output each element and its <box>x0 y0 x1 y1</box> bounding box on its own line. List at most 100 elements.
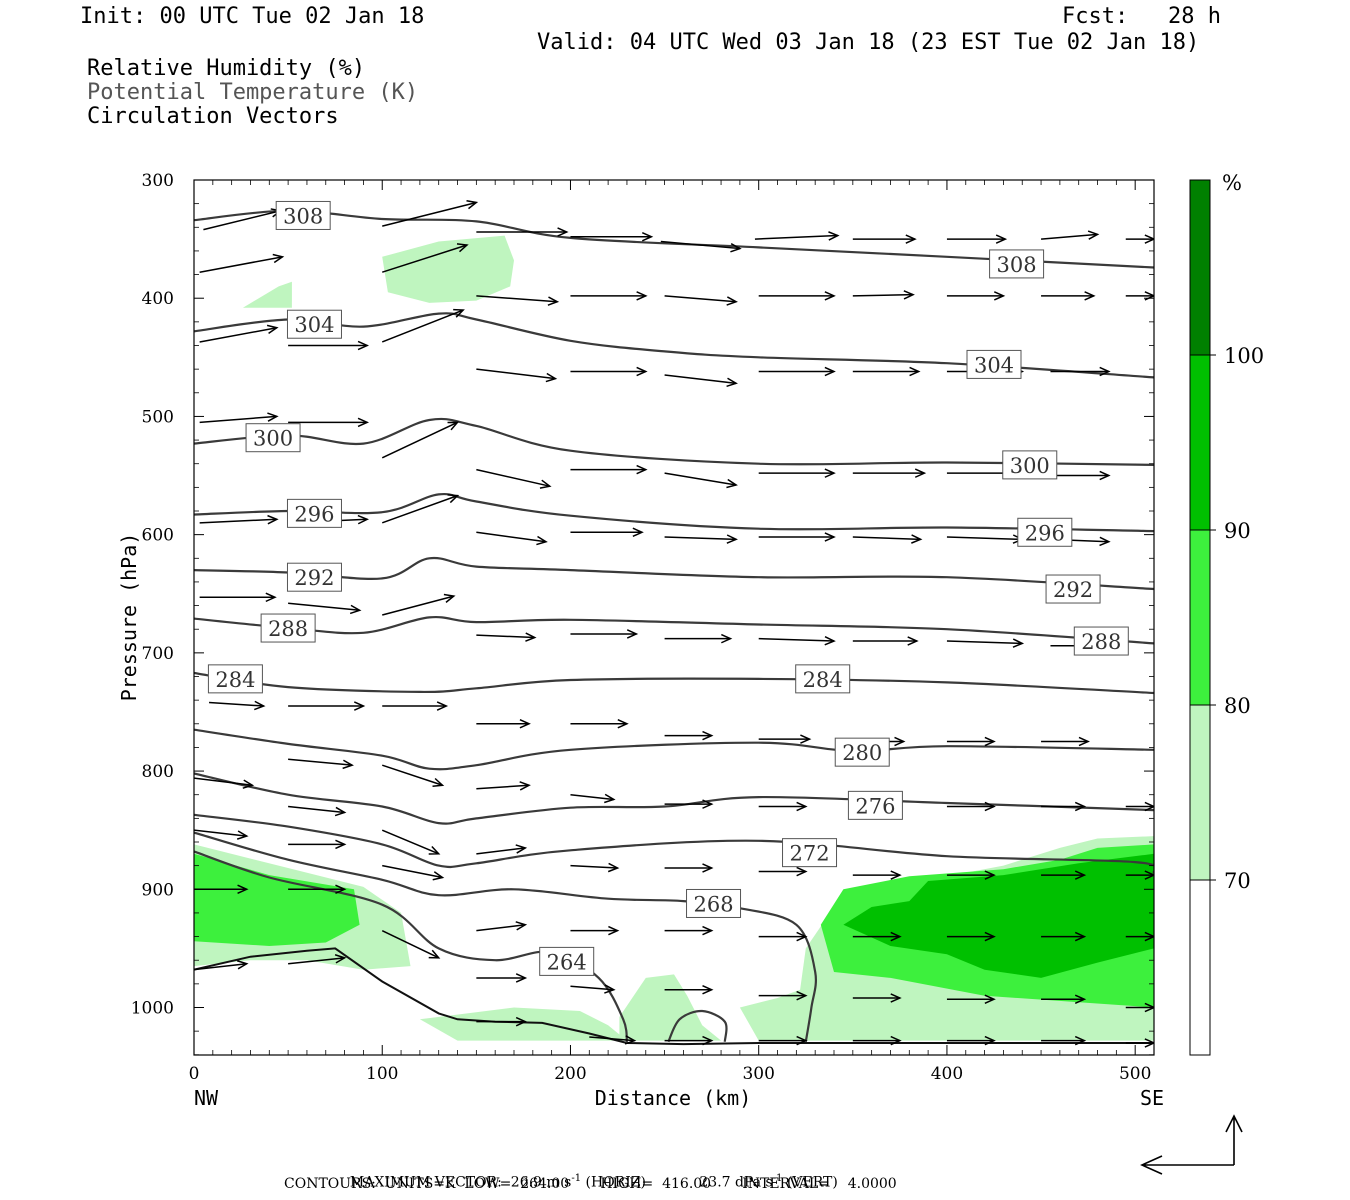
vector-head <box>447 421 460 431</box>
contour-label-box <box>260 613 316 643</box>
x-right-label: SE <box>1140 1086 1164 1110</box>
contour-label-box <box>686 888 742 918</box>
circulation-vector <box>288 758 354 770</box>
y-tick-label: 400 <box>142 289 174 309</box>
contour-label-box <box>1017 517 1073 547</box>
vector-head <box>1099 470 1111 481</box>
vector-shaft <box>852 536 921 541</box>
circulation-vector <box>288 340 370 351</box>
theta-contour-small <box>667 1009 728 1043</box>
vector-head <box>1144 1002 1154 1013</box>
vector-head <box>515 921 528 931</box>
vector-head <box>254 700 266 711</box>
circulation-vector <box>476 468 552 489</box>
vector-head <box>1012 638 1025 648</box>
contour-label-304: 304 <box>966 349 1022 379</box>
colorbar-frame <box>1189 179 1211 1056</box>
y-tick-label: 500 <box>142 407 174 427</box>
x-tick-label: 200 <box>554 1064 586 1084</box>
circulation-vector <box>758 1035 808 1046</box>
horiz-exponent: -1 <box>571 1173 582 1184</box>
vector-head <box>702 863 714 873</box>
legend-rh: Relative Humidity (%) <box>87 56 366 81</box>
vector-shaft <box>476 924 526 932</box>
vector-head <box>890 1035 902 1046</box>
circulation-vector <box>476 227 569 237</box>
contour-label-text: 272 <box>789 842 829 866</box>
x-left-label: NW <box>194 1086 219 1110</box>
circulation-vector <box>664 730 714 741</box>
vector-shaft <box>758 637 835 642</box>
circulation-vector <box>852 290 915 300</box>
vector-head <box>1074 994 1087 1004</box>
circulation-vector <box>946 291 1006 301</box>
vector-head <box>604 984 616 994</box>
vector-head <box>1144 801 1154 812</box>
vector-head <box>237 884 249 895</box>
circulation-vector <box>476 531 548 546</box>
circulation-vector <box>381 421 460 459</box>
vector-head <box>443 593 456 603</box>
vector-shaft <box>199 327 277 343</box>
colorbar-segment <box>1190 180 1210 355</box>
circulation-vector <box>1050 470 1111 481</box>
circulation-vector <box>199 324 279 343</box>
vector-head <box>453 308 465 318</box>
circulation-vector <box>476 781 531 791</box>
vector-shaft <box>660 240 740 250</box>
vector-head <box>702 985 714 995</box>
rh-region <box>419 1007 627 1041</box>
colorbar: 70 80 90 100% <box>1189 171 1264 1056</box>
vector-head <box>557 227 569 237</box>
max-horiz-value: 26.9 m s <box>510 1174 572 1191</box>
vector-shaft <box>288 805 345 814</box>
contour-label-276: 276 <box>847 790 903 820</box>
vector-head <box>267 412 279 422</box>
x-tick-label: 300 <box>742 1064 774 1084</box>
vector-shaft <box>194 829 247 837</box>
vector-head <box>545 372 558 383</box>
circulation-vector <box>570 291 648 301</box>
contour-label-296: 296 <box>1017 517 1073 547</box>
circulation-vector <box>946 234 1008 244</box>
vector-head <box>796 801 808 812</box>
vector-head <box>984 1035 996 1046</box>
vector-shaft <box>476 368 556 380</box>
y-tick-label: 800 <box>142 762 174 782</box>
contour-label-box <box>207 664 263 694</box>
vector-head <box>632 527 644 538</box>
theta-contour-268 <box>194 831 817 1042</box>
vector-shaft <box>476 295 558 303</box>
contour-label-text: 300 <box>1010 454 1050 478</box>
circulation-vector <box>1041 736 1090 747</box>
vector-shaft <box>589 1036 635 1042</box>
vector-shaft <box>194 963 247 971</box>
vector-shaft <box>194 777 253 787</box>
vector-head <box>519 781 531 791</box>
contour-label-box <box>286 309 342 339</box>
circulation-vectors <box>194 199 1154 1048</box>
circulation-vector <box>946 801 996 812</box>
circulation-vector <box>758 291 836 301</box>
vector-shaft <box>199 256 283 273</box>
contour-label-text: 304 <box>974 353 1014 377</box>
circulation-vector <box>570 366 648 377</box>
contour-label-292: 292 <box>1045 574 1101 604</box>
vector-head <box>334 806 347 817</box>
circulation-vector <box>570 464 648 475</box>
circulation-vector <box>1041 291 1096 301</box>
vector-shaft <box>570 985 614 991</box>
circulation-vector <box>199 592 277 603</box>
vector-head <box>242 779 255 789</box>
contour-label-box <box>782 838 838 868</box>
vector-shaft <box>382 201 477 227</box>
contour-label-292: 292 <box>286 562 342 592</box>
circulation-vector <box>570 629 639 639</box>
circulation-vector <box>1040 230 1100 240</box>
vector-shaft <box>570 793 614 801</box>
circulation-vector <box>754 231 840 241</box>
circulation-vector <box>570 231 654 242</box>
vector-head <box>641 231 654 242</box>
contour-label-text: 284 <box>803 668 843 692</box>
vector-head <box>1144 870 1154 880</box>
